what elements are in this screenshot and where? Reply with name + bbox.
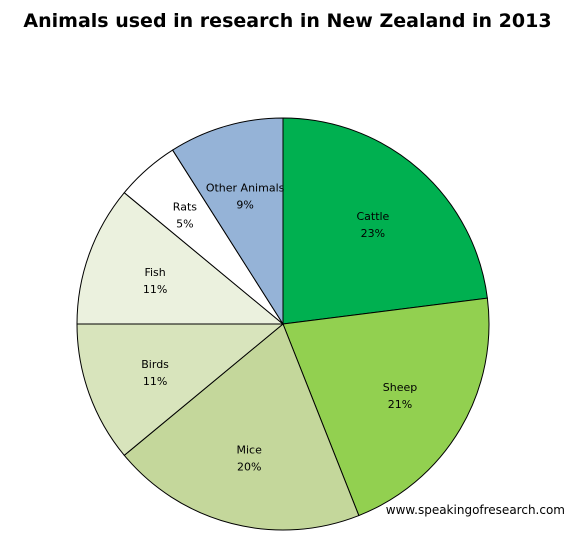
slice-birds [76,323,285,457]
source-credit: www.speakingofresearch.com [385,503,565,517]
slice-other-animals [171,117,284,326]
slice-label-other-animals: Other Animals [206,181,285,194]
slice-label-birds: Birds [141,358,169,371]
slice-label-rats: Rats [173,201,197,214]
slice-label-mice: Mice [237,444,263,457]
slice-value-cattle: 23% [361,227,385,240]
slice-label-sheep: Sheep [383,381,417,394]
slice-value-birds: 11% [143,375,167,388]
slice-cattle [282,117,488,325]
slice-value-fish: 11% [143,283,167,296]
slice-sheep [282,297,490,517]
chart-title: Animals used in research in New Zealand … [23,10,552,32]
pie-slices [76,117,490,531]
slice-value-rats: 5% [176,218,193,231]
slice-mice [123,323,360,531]
slice-value-mice: 20% [237,461,261,474]
pie-labels: Cattle 23% Sheep 21% Mice 20% Birds 11% Fish 11% R… [141,181,417,473]
slice-value-other-animals: 9% [236,198,253,211]
slice-label-fish: Fish [144,266,165,279]
slice-fish [76,191,285,325]
slice-value-sheep: 21% [388,398,412,411]
slice-label-cattle: Cattle [356,210,389,223]
